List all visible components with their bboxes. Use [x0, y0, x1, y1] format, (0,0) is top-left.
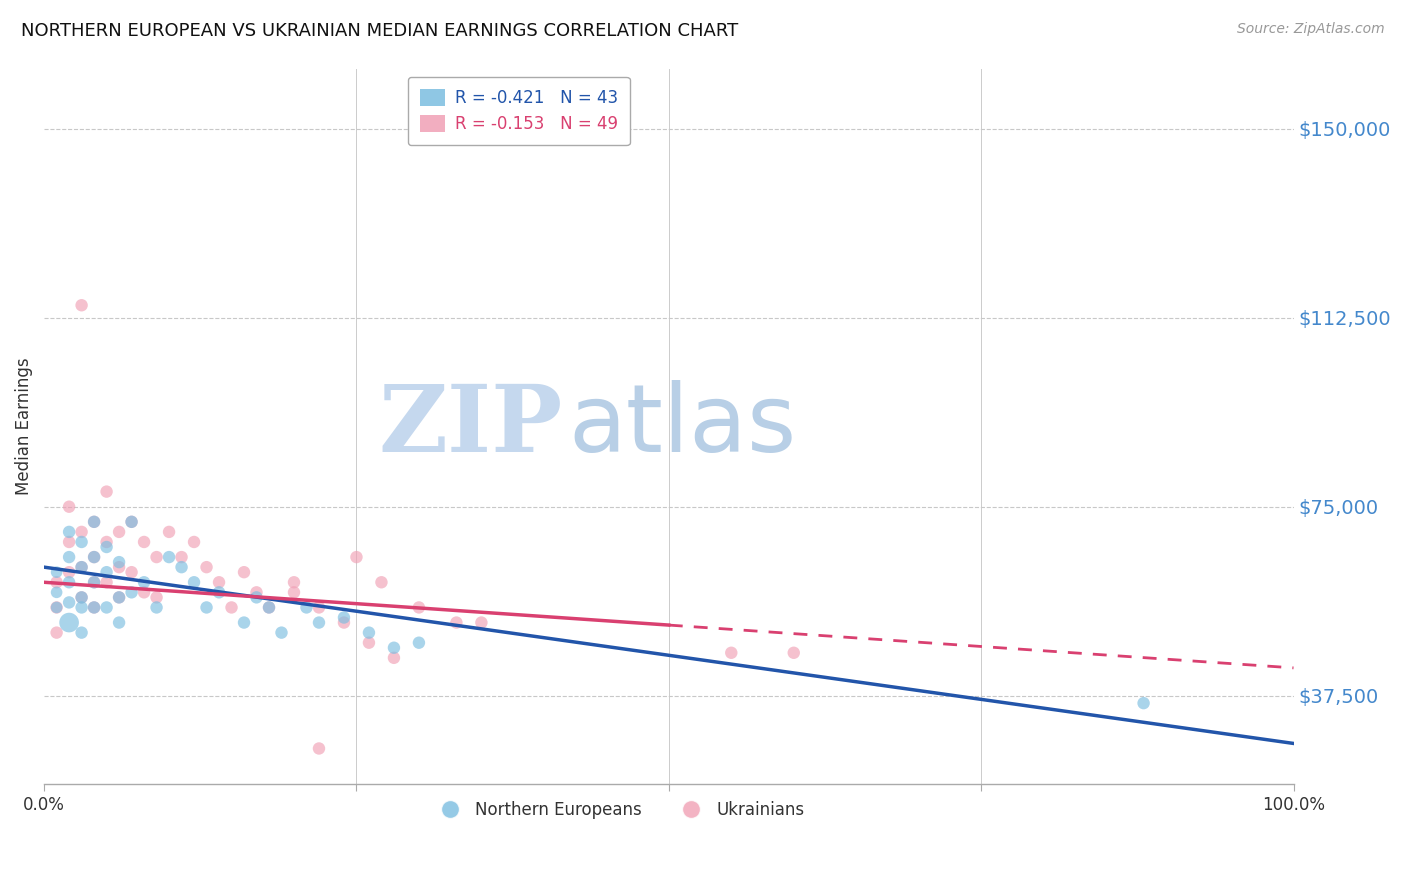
Point [783, 646, 806, 660]
Point [183, 575, 205, 590]
Point [145, 591, 167, 605]
Point [83, 550, 105, 565]
Point [83, 600, 105, 615]
Text: Source: ZipAtlas.com: Source: ZipAtlas.com [1237, 22, 1385, 37]
Point [408, 600, 430, 615]
Point [233, 615, 256, 630]
Point [58, 575, 80, 590]
Point [357, 636, 380, 650]
Point [70, 560, 93, 574]
Point [382, 650, 405, 665]
Y-axis label: Median Earnings: Median Earnings [15, 358, 32, 495]
Point [58, 550, 80, 565]
Point [96, 600, 118, 615]
Point [70, 560, 93, 574]
Point [83, 600, 105, 615]
Point [195, 600, 218, 615]
Legend: Northern Europeans, Ukrainians: Northern Europeans, Ukrainians [426, 794, 811, 825]
Point [45, 575, 67, 590]
Text: atlas: atlas [569, 380, 797, 472]
Point [83, 550, 105, 565]
Point [70, 535, 93, 549]
Point [70, 591, 93, 605]
Point [121, 515, 143, 529]
Point [108, 591, 131, 605]
Point [157, 550, 180, 565]
Point [270, 625, 292, 640]
Point [58, 500, 80, 514]
Point [145, 600, 167, 615]
Point [257, 600, 280, 615]
Point [58, 615, 80, 630]
Point [108, 560, 131, 574]
Point [108, 555, 131, 569]
Point [170, 550, 193, 565]
Point [333, 615, 356, 630]
Point [45, 585, 67, 599]
Point [58, 595, 80, 609]
Point [221, 600, 243, 615]
Point [70, 625, 93, 640]
Point [121, 515, 143, 529]
Point [470, 615, 492, 630]
Point [370, 575, 392, 590]
Point [233, 565, 256, 579]
Point [720, 646, 742, 660]
Point [333, 610, 356, 624]
Point [83, 575, 105, 590]
Point [96, 535, 118, 549]
Point [283, 575, 305, 590]
Point [357, 625, 380, 640]
Point [132, 585, 155, 599]
Point [308, 615, 330, 630]
Point [145, 550, 167, 565]
Point [132, 535, 155, 549]
Point [58, 565, 80, 579]
Point [108, 615, 131, 630]
Point [108, 591, 131, 605]
Point [96, 540, 118, 554]
Point [346, 550, 368, 565]
Point [45, 600, 67, 615]
Point [257, 600, 280, 615]
Point [170, 560, 193, 574]
Point [295, 600, 318, 615]
Point [208, 585, 231, 599]
Point [70, 591, 93, 605]
Point [157, 524, 180, 539]
Point [308, 741, 330, 756]
Point [121, 585, 143, 599]
Point [45, 600, 67, 615]
Point [1132, 696, 1154, 710]
Point [58, 524, 80, 539]
Point [132, 575, 155, 590]
Point [308, 600, 330, 615]
Point [70, 600, 93, 615]
Text: ZIP: ZIP [378, 381, 562, 471]
Point [45, 565, 67, 579]
Point [45, 625, 67, 640]
Point [446, 615, 468, 630]
Point [96, 575, 118, 590]
Point [108, 524, 131, 539]
Point [121, 565, 143, 579]
Point [408, 636, 430, 650]
Point [208, 575, 231, 590]
Point [70, 524, 93, 539]
Point [183, 535, 205, 549]
Point [283, 585, 305, 599]
Point [83, 575, 105, 590]
Text: NORTHERN EUROPEAN VS UKRAINIAN MEDIAN EARNINGS CORRELATION CHART: NORTHERN EUROPEAN VS UKRAINIAN MEDIAN EA… [21, 22, 738, 40]
Point [245, 585, 267, 599]
Point [245, 591, 267, 605]
Point [96, 484, 118, 499]
Point [83, 515, 105, 529]
Point [58, 535, 80, 549]
Point [96, 565, 118, 579]
Point [83, 515, 105, 529]
Point [195, 560, 218, 574]
Point [382, 640, 405, 655]
Point [70, 298, 93, 312]
